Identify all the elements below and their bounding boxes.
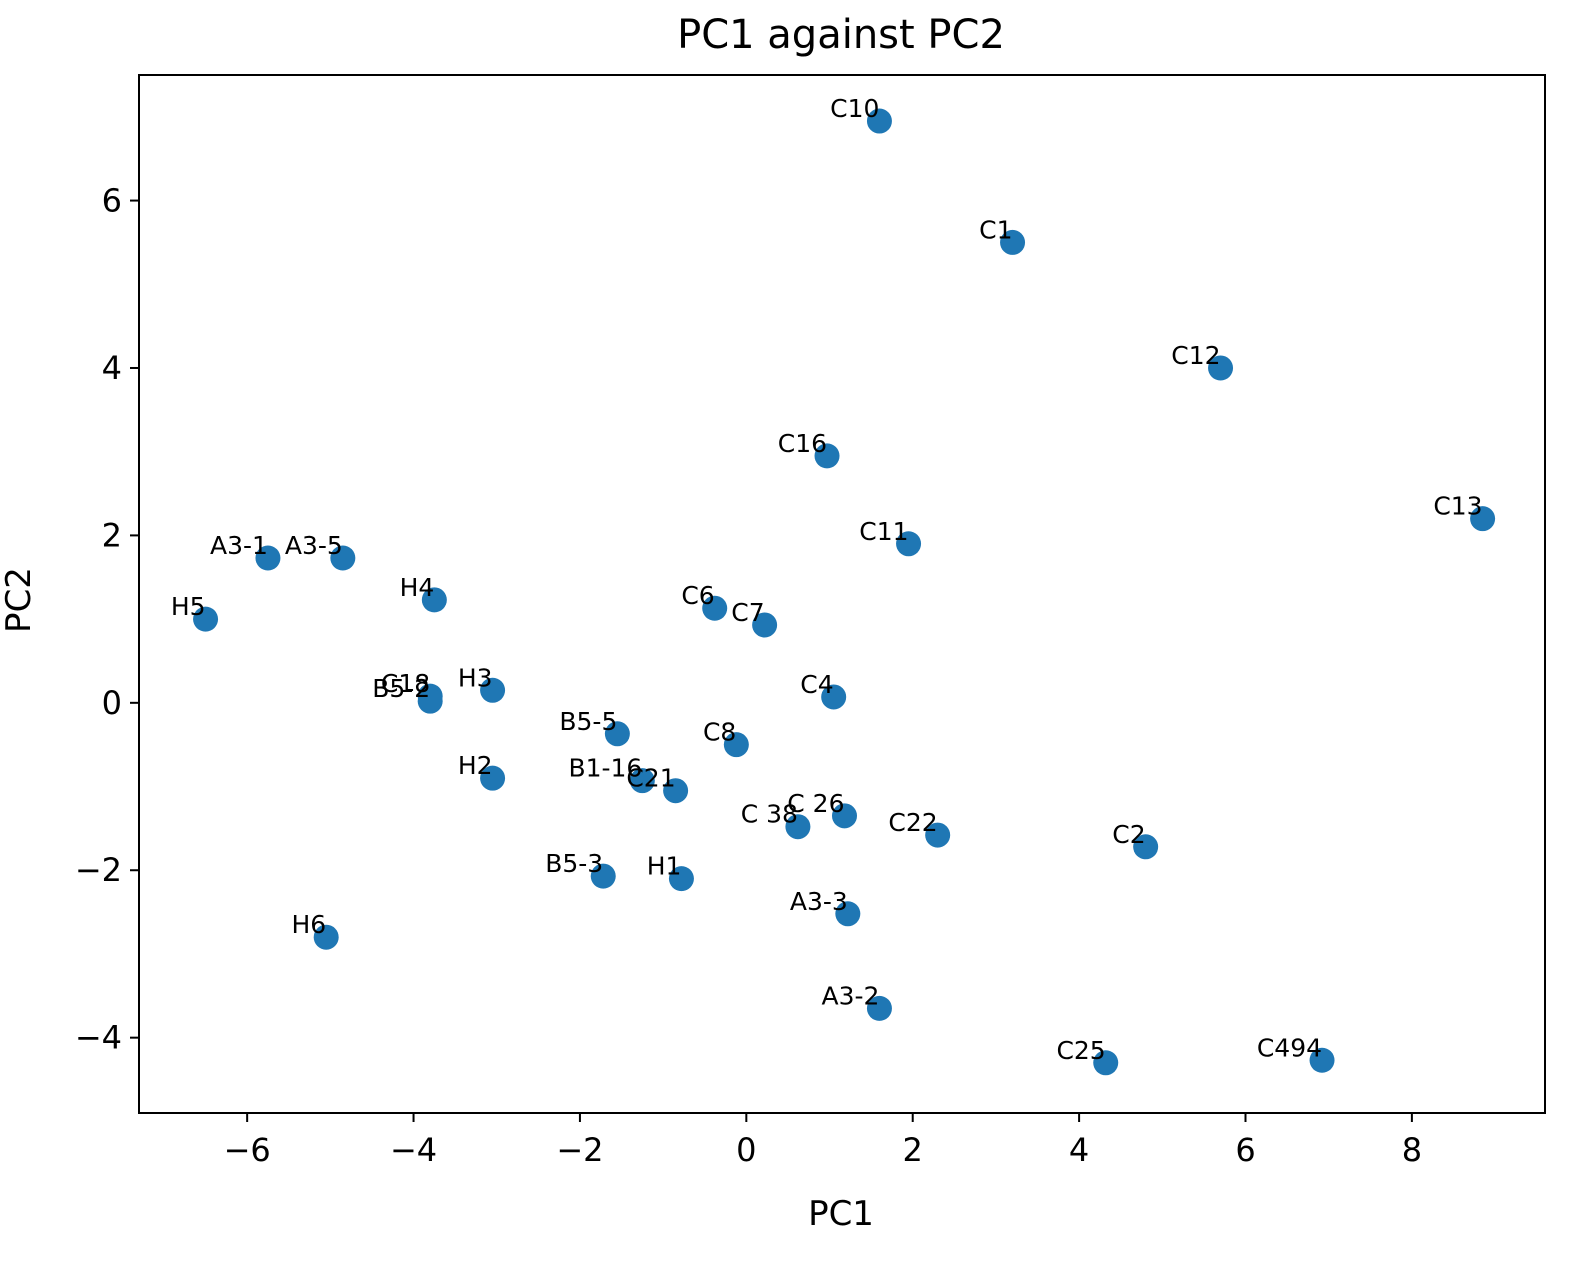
point-label: C1 (979, 215, 1012, 244)
point-label: A3-5 (285, 531, 343, 560)
point-label: H1 (647, 852, 682, 881)
point-label: C2 (1112, 820, 1145, 849)
data-point (814, 443, 840, 469)
data-point (702, 595, 728, 621)
point-label: C18 (381, 669, 430, 698)
point-label: C22 (888, 808, 937, 837)
point-label: C25 (1056, 1036, 1105, 1065)
point-label: B5-5 (559, 707, 617, 736)
x-tick-label: 2 (903, 1131, 923, 1169)
data-point (831, 803, 857, 829)
data-point (1093, 1050, 1119, 1076)
chart-title: PC1 against PC2 (677, 12, 1005, 58)
point-label: C4 (800, 670, 833, 699)
x-axis-label: PC1 (808, 1194, 874, 1234)
y-tick-label: 6 (102, 182, 122, 220)
point-label: C 38 (741, 800, 798, 829)
data-point (668, 866, 694, 892)
x-tick-label: −2 (556, 1131, 603, 1169)
point-label: H6 (291, 910, 326, 939)
point-label: C21 (626, 764, 675, 793)
y-tick-label: −2 (75, 851, 122, 889)
y-tick-label: 4 (102, 349, 122, 387)
y-tick-label: −4 (75, 1019, 122, 1057)
point-label: B1-16 (568, 754, 642, 783)
x-axis-ticks: −6 −4 −2 0 2 4 6 8 (224, 1113, 1422, 1169)
point-label: C6 (681, 581, 714, 610)
x-tick-label: −4 (390, 1131, 437, 1169)
data-point (835, 901, 861, 927)
point-label: C10 (830, 94, 879, 123)
data-point (785, 814, 811, 840)
data-point (866, 108, 892, 134)
data-point (590, 863, 616, 889)
point-label: B5-3 (545, 849, 603, 878)
point-label: C494 (1257, 1033, 1322, 1062)
data-point (255, 545, 281, 571)
point-label: C12 (1171, 341, 1220, 370)
y-axis-ticks: −4 −2 0 2 4 6 (75, 182, 139, 1057)
plot-frame (138, 74, 1546, 1114)
data-point (866, 995, 892, 1021)
data-point (723, 732, 749, 758)
point-label: H5 (171, 592, 206, 621)
point-label: A3-1 (210, 531, 268, 560)
y-tick-label: 2 (102, 516, 122, 554)
data-point (480, 677, 506, 703)
data-point (1309, 1047, 1335, 1073)
point-label: H3 (458, 663, 493, 692)
x-tick-label: 6 (1235, 1131, 1255, 1169)
data-point (480, 765, 506, 791)
y-axis-label: PC2 (0, 567, 39, 633)
data-point (1208, 355, 1234, 381)
data-point (604, 721, 630, 747)
point-label: C16 (778, 429, 827, 458)
data-point (417, 688, 443, 714)
x-tick-label: 4 (1069, 1131, 1089, 1169)
data-point (896, 531, 922, 557)
data-point (663, 778, 689, 804)
points-layer (193, 108, 1496, 1076)
data-point (629, 768, 655, 794)
point-label: B5-2 (372, 674, 430, 703)
x-tick-label: 8 (1402, 1131, 1422, 1169)
point-labels-layer: C10 C1 C12 C16 C13 C11 A3-1 A3-5 H4 H5 C6 C7 C18B5-2… (171, 94, 1483, 1065)
data-point (1470, 506, 1496, 532)
data-point (752, 612, 778, 638)
data-point (330, 545, 356, 571)
data-point (421, 587, 447, 613)
data-point (821, 684, 847, 710)
data-point (313, 924, 339, 950)
point-label: A3-2 (822, 981, 880, 1010)
point-label: C7 (731, 598, 764, 627)
point-label: A3-3 (790, 887, 848, 916)
y-tick-label: 0 (102, 684, 122, 722)
point-label: C8 (703, 718, 736, 747)
data-point (1133, 834, 1159, 860)
data-point (1000, 229, 1026, 255)
point-label: H4 (400, 573, 435, 602)
point-label: H2 (458, 751, 493, 780)
x-tick-label: −6 (224, 1131, 271, 1169)
point-label: C13 (1433, 492, 1482, 521)
data-point (193, 606, 219, 632)
point-label: C11 (859, 517, 908, 546)
data-point (925, 822, 951, 848)
point-label: C 26 (787, 789, 844, 818)
x-tick-label: 0 (736, 1131, 756, 1169)
